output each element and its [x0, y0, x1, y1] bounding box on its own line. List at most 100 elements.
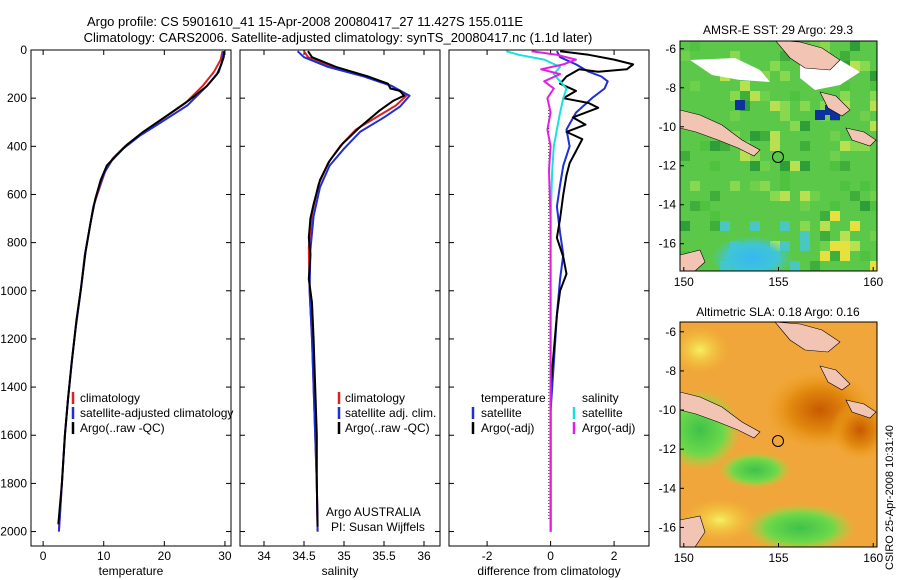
- sst-cell: [800, 191, 810, 201]
- sst-cell: [870, 131, 877, 141]
- sst-cell: [770, 61, 780, 71]
- sst-cell: [870, 121, 877, 131]
- legend-label-climatology: climatology: [345, 391, 405, 405]
- y-tick-label: 1600: [0, 428, 27, 442]
- sst-cell: [860, 201, 870, 211]
- x-tick-label: 30: [218, 549, 232, 563]
- map-y-tick-label: -14: [659, 198, 677, 212]
- salinity-xlabel: salinity: [322, 564, 359, 578]
- y-tick-label: 1200: [0, 332, 27, 346]
- sla-low-patch: [745, 504, 855, 547]
- sst-cell: [830, 131, 840, 141]
- sst-cell: [860, 261, 870, 271]
- sst-cell: [780, 101, 790, 111]
- land-island: [845, 399, 877, 419]
- sst-cell: [815, 110, 825, 120]
- sst-cell: [730, 181, 740, 191]
- difference-series: [505, 50, 635, 532]
- x-tick-label: 20: [158, 549, 172, 563]
- sst-cell: [690, 81, 700, 91]
- sst-cell: [870, 201, 877, 211]
- x-tick-label: 0: [40, 549, 47, 563]
- sst-cell: [860, 161, 870, 171]
- sst-cell: [840, 111, 850, 121]
- sst-cell: [850, 241, 860, 251]
- sst-cell: [800, 221, 810, 231]
- temperature-legend: climatology satellite-adjusted climatolo…: [71, 391, 233, 435]
- sst-cell: [760, 91, 770, 101]
- temperature-xlabel: temperature: [99, 564, 164, 578]
- sst-cell: [800, 101, 810, 111]
- sst-cell: [870, 231, 877, 241]
- sst-cell: [820, 231, 830, 241]
- sst-cell: [860, 141, 870, 151]
- sst-cell: [840, 191, 850, 201]
- land-coast: [680, 109, 761, 157]
- series-line-salinity-argo-adj: [531, 50, 577, 532]
- legend-label-climatology: climatology: [80, 391, 140, 405]
- x-tick-label: 35: [337, 549, 351, 563]
- series-line-satellite-adj-clim: [296, 50, 411, 532]
- y-tick-label: 600: [7, 187, 27, 201]
- sst-cell: [770, 191, 780, 201]
- difference-legend: temperature satellite Argo(-adj) salinit…: [471, 391, 635, 435]
- map-y-tick-label: -6: [665, 325, 676, 339]
- sst-cell: [800, 231, 810, 241]
- sst-cell: [800, 201, 810, 211]
- legend-label-temp-satellite: satellite: [481, 406, 522, 420]
- sst-cell: [710, 161, 720, 171]
- sst-cell: [870, 71, 877, 81]
- land-coast: [680, 391, 761, 439]
- sst-cell: [790, 121, 800, 131]
- legend-label-argo: Argo(..raw -QC): [80, 421, 165, 435]
- sst-cell: [750, 131, 760, 141]
- sla-low-patch: [719, 452, 791, 488]
- sst-cell: [750, 91, 760, 101]
- sst-cell: [710, 211, 720, 221]
- sst-cell: [850, 41, 860, 51]
- sst-cell: [820, 221, 830, 231]
- sla-map-title: Altimetric SLA: 0.18 Argo: 0.16: [696, 305, 860, 319]
- sst-cell: [860, 251, 870, 261]
- sst-cell: [710, 141, 720, 151]
- series-line-argo-raw-qc: [307, 50, 405, 527]
- sst-cell: [830, 110, 840, 120]
- sst-cell: [870, 261, 877, 271]
- sst-cell: [790, 91, 800, 101]
- sst-cell: [760, 161, 770, 171]
- sst-cell: [760, 131, 770, 141]
- sst-cell: [810, 261, 820, 271]
- sst-cell: [680, 141, 690, 151]
- sst-cell: [750, 221, 760, 231]
- sst-cell: [850, 51, 860, 61]
- sst-cell: [740, 211, 750, 221]
- temperature-plot-frame: [30, 49, 232, 547]
- map-x-tick-label: 150: [674, 551, 694, 565]
- sla-patch: [680, 326, 730, 374]
- sst-cell: [820, 241, 830, 251]
- sst-cell: [840, 91, 850, 101]
- series-line-temperature-argo-adj: [549, 50, 635, 532]
- map-y-tick-label: -8: [665, 364, 676, 378]
- sst-cell: [720, 221, 730, 231]
- sst-cell: [710, 181, 720, 191]
- sst-cell: [800, 121, 810, 131]
- sst-cell: [750, 151, 760, 161]
- sst-cell: [750, 161, 760, 171]
- sst-cell: [840, 81, 850, 91]
- sst-cell: [740, 91, 750, 101]
- sst-cell: [720, 101, 730, 111]
- sst-cell: [790, 71, 800, 81]
- sst-cell: [780, 71, 790, 81]
- sst-cell: [680, 201, 690, 211]
- sst-cell: [760, 181, 770, 191]
- sst-cell: [710, 111, 720, 121]
- sst-cell: [740, 81, 750, 91]
- legend-title-temperature: temperature: [481, 391, 546, 405]
- salinity-panel: 34 34.5 35 35.5 36 salinity climatology sate…: [239, 49, 441, 578]
- sst-cell: [850, 221, 860, 231]
- map-x-tick-label: 160: [863, 275, 883, 289]
- sst-cell: [870, 81, 877, 91]
- sst-cell: [700, 101, 710, 111]
